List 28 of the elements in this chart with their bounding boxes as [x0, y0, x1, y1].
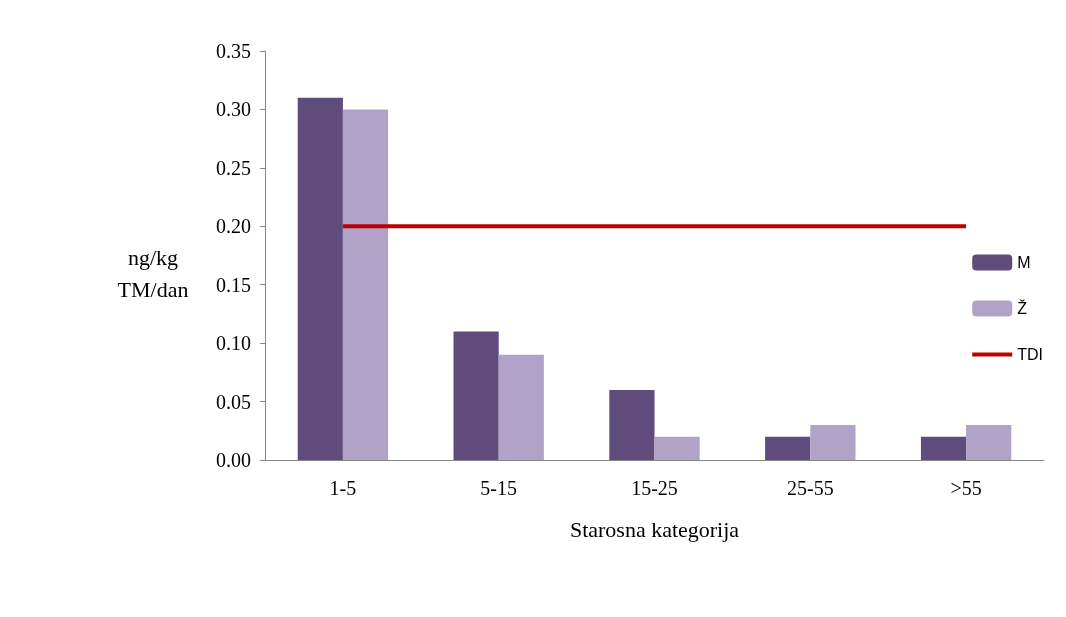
bar: [920, 436, 967, 460]
y-tick-label: 0.10: [216, 332, 251, 355]
y-tick-label: 0.20: [216, 215, 251, 238]
y-axis-title: ng/kg TM/dan: [117, 244, 189, 302]
legend-label: M: [1017, 254, 1031, 271]
x-tick-label: 15-25: [631, 477, 678, 499]
bar: [498, 354, 544, 460]
y-tick-label: 0.05: [216, 390, 251, 413]
bar: [966, 424, 1012, 460]
y-tick-label: 0.15: [216, 273, 251, 296]
bar: [453, 331, 499, 460]
bar: [342, 109, 389, 460]
bar: [810, 424, 856, 460]
y-tick-label: 0.35: [216, 40, 251, 62]
x-tick-label: >55: [950, 477, 982, 499]
x-tick-label: 1-5: [329, 477, 357, 499]
y-tick-label: 0.00: [216, 449, 251, 471]
legend-label: Ž: [1017, 299, 1028, 317]
y-tick-label: 0.25: [216, 156, 251, 179]
bar: [654, 436, 700, 460]
y-tick-label: 0.30: [216, 98, 251, 121]
bar: [765, 436, 811, 460]
legend-label: TDI: [1017, 346, 1044, 363]
x-axis-title: Starosna kategorija: [569, 516, 740, 542]
x-tick-label: 5-15: [480, 477, 518, 499]
bar: [297, 97, 343, 460]
x-tick-label: 25-55: [786, 477, 834, 499]
bar: [609, 389, 655, 460]
